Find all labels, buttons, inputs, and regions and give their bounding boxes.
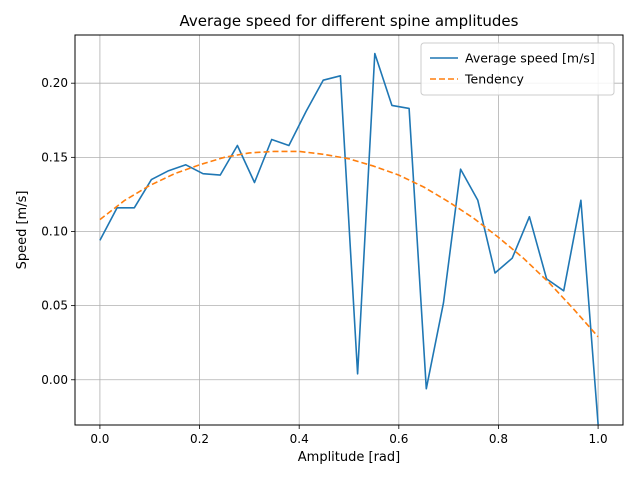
- legend-label-2: Tendency: [464, 72, 525, 87]
- x-tick-label: 0.4: [290, 432, 309, 446]
- y-axis-label: Speed [m/s]: [15, 191, 30, 270]
- chart-title: Average speed for different spine amplit…: [180, 12, 519, 30]
- series-line-1: [99, 52, 599, 425]
- x-tick-label: 0.0: [90, 432, 109, 446]
- legend-label-1: Average speed [m/s]: [465, 51, 595, 66]
- y-tick-label: 0.00: [41, 373, 68, 387]
- series-line-2: [99, 150, 599, 338]
- legend: Average speed [m/s] Tendency: [420, 42, 615, 96]
- plot-frame: [74, 34, 624, 426]
- y-tick-label: 0.10: [41, 224, 68, 238]
- x-axis-label: Amplitude [rad]: [298, 450, 400, 465]
- legend-box: [420, 42, 615, 96]
- y-tick-label: 0.20: [41, 76, 68, 90]
- x-tick-label: 0.2: [190, 432, 209, 446]
- x-tick-label: 0.8: [489, 432, 508, 446]
- y-tick-label: 0.15: [41, 150, 68, 164]
- x-tick-label: 0.6: [389, 432, 408, 446]
- x-tick-label: 1.0: [589, 432, 608, 446]
- y-tick-label: 0.05: [41, 299, 68, 313]
- ticks: 0.0 0.2 0.4 0.6 0.8 1.0 0.00 0.05 0.10 0.15 0.20: [41, 76, 607, 446]
- series-layer: [99, 52, 599, 425]
